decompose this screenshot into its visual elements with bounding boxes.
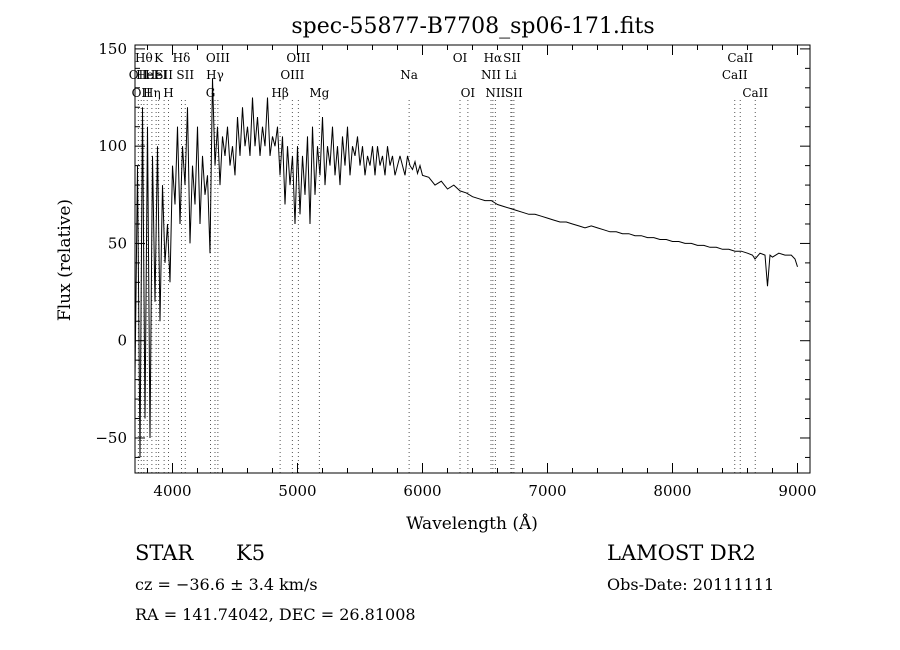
line-marker-label: NII bbox=[485, 86, 505, 100]
x-tick-label: 9000 bbox=[778, 482, 816, 500]
y-tick-label: 50 bbox=[108, 234, 127, 252]
line-marker-label: Mg bbox=[309, 86, 329, 100]
line-marker-label: SII bbox=[155, 68, 173, 82]
x-axis-label: Wavelength (Å) bbox=[406, 513, 538, 534]
line-marker-label: OII bbox=[129, 68, 149, 82]
line-marker-label: OII bbox=[132, 86, 152, 100]
line-marker-label: CaII bbox=[727, 51, 753, 65]
line-marker-label: CaII bbox=[742, 86, 768, 100]
line-marker-label: NII bbox=[481, 68, 501, 82]
line-marker-label: OIII bbox=[286, 51, 310, 65]
line-marker-label: SII bbox=[176, 68, 194, 82]
axis-ticks bbox=[135, 45, 810, 473]
line-marker-label: Hγ bbox=[206, 68, 224, 82]
y-tick-label: 0 bbox=[117, 332, 127, 350]
redshift-velocity: cz = −36.6 ± 3.4 km/s bbox=[135, 575, 318, 594]
line-marker-label: SII bbox=[503, 51, 521, 65]
line-marker-label: OIII bbox=[280, 68, 304, 82]
line-marker-label: HeI bbox=[145, 68, 168, 82]
x-tick-label: 5000 bbox=[278, 482, 316, 500]
line-marker-label: OI bbox=[453, 51, 468, 65]
line-marker-label: CaII bbox=[722, 68, 748, 82]
line-marker-label: K bbox=[154, 51, 164, 65]
x-tick-label: 6000 bbox=[403, 482, 441, 500]
chart-title: spec-55877-B7708_sp06-171.fits bbox=[291, 14, 654, 39]
line-marker-label: Li bbox=[505, 68, 517, 82]
tick-labels: 4000 5000 6000 7000 8000 9000 −50 0 50 100 150 bbox=[95, 40, 816, 500]
object-class: STAR bbox=[135, 541, 194, 565]
line-marker-label: OI bbox=[461, 86, 476, 100]
y-tick-label: 150 bbox=[98, 40, 127, 58]
y-tick-label: −50 bbox=[95, 429, 127, 447]
line-marker-label: H bbox=[163, 86, 173, 100]
line-markers: OIIOIIHθHeIHηHeIKSIIHHδSIIGHγOIIIHβOIIIO… bbox=[129, 51, 768, 473]
x-tick-label: 4000 bbox=[153, 482, 191, 500]
plot-frame bbox=[134, 44, 811, 474]
sky-coordinates: RA = 141.74042, DEC = 26.81008 bbox=[135, 605, 416, 624]
line-marker-label: Hη bbox=[143, 86, 161, 100]
x-tick-label: 7000 bbox=[528, 482, 566, 500]
line-marker-label: Hθ bbox=[135, 51, 153, 65]
survey-name: LAMOST DR2 bbox=[607, 541, 756, 565]
line-marker-label: OIII bbox=[206, 51, 230, 65]
line-marker-label: G bbox=[206, 86, 216, 100]
x-tick-label: 8000 bbox=[653, 482, 691, 500]
line-marker-label: Na bbox=[400, 68, 418, 82]
y-axis-label: Flux (relative) bbox=[55, 199, 75, 321]
object-subclass: K5 bbox=[236, 541, 265, 565]
line-marker-label: HeI bbox=[136, 68, 159, 82]
y-tick-label: 100 bbox=[98, 137, 127, 155]
line-marker-label: Hβ bbox=[271, 86, 288, 100]
observation-date: Obs-Date: 20111111 bbox=[607, 575, 774, 594]
line-marker-label: Hδ bbox=[173, 51, 191, 65]
spectrum-line bbox=[134, 78, 798, 458]
line-marker-label: Hα bbox=[484, 51, 503, 65]
line-marker-label: SII bbox=[505, 86, 523, 100]
